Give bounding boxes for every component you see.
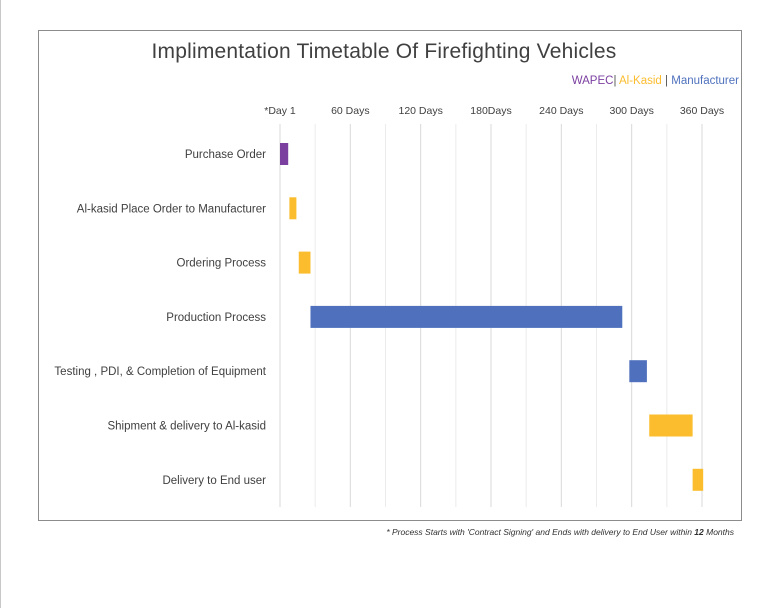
legend-al-kasid: Al-Kasid [619,75,662,87]
x-tick-label: 240 Days [539,105,583,117]
x-tick-label: 360 Days [680,105,724,117]
x-tick-label: *Day 1 [264,105,296,117]
legend-separator: | [613,75,617,87]
x-tick-label: 120 Days [398,105,442,117]
footnote-months: 12 [694,527,704,537]
task-label: Purchase Order [185,149,266,161]
task-label: Delivery to End user [162,475,266,487]
task-label: Shipment & delivery to Al-kasid [107,421,266,433]
task-bar [298,251,311,274]
chart-frame [38,30,742,521]
footnote-text: * Process Starts with 'Contract Signing'… [386,527,695,537]
task-bar [310,305,623,328]
task-bar [649,414,693,437]
task-label: Production Process [166,312,266,324]
x-tick-label: 180Days [470,105,511,117]
task-label: Testing , PDI, & Completion of Equipment [54,366,266,378]
task-label: Ordering Process [177,258,267,270]
legend: WAPEC| Al-Kasid | Manufacturer [572,75,739,87]
legend-separator: | [665,75,669,87]
x-tick-label: 60 Days [331,105,370,117]
legend-manufacturer: Manufacturer [671,75,739,87]
task-bar [289,197,297,220]
task-bar [280,143,289,165]
task-bar [692,468,704,491]
task-bar [629,360,647,383]
footnote-suffix: Months [703,527,734,537]
legend-wapec: WAPEC [571,75,614,87]
footnote: * Process Starts with 'Contract Signing'… [386,527,734,537]
x-tick-label: 300 Days [609,105,653,117]
chart-title: Implimentation Timetable Of Firefighting… [151,40,617,63]
page-edge [0,0,1,608]
task-label: Al-kasid Place Order to Manufacturer [77,203,266,215]
